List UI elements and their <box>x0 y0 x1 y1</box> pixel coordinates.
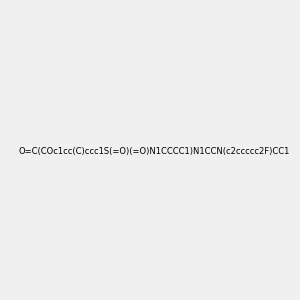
Text: O=C(COc1cc(C)ccc1S(=O)(=O)N1CCCC1)N1CCN(c2ccccc2F)CC1: O=C(COc1cc(C)ccc1S(=O)(=O)N1CCCC1)N1CCN(… <box>18 147 290 156</box>
